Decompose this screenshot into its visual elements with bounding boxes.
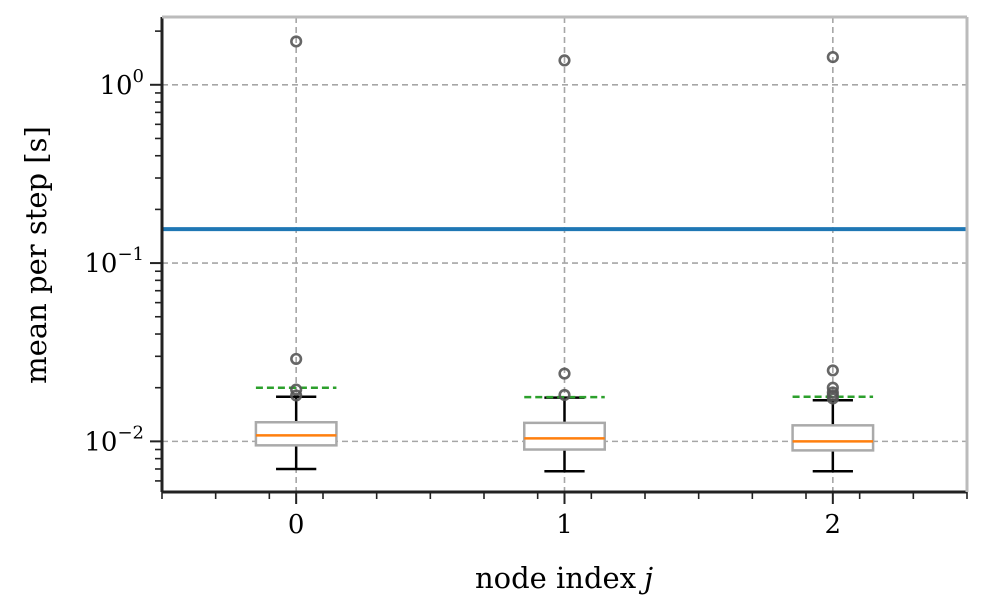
x-axis-label: node index j	[475, 561, 653, 595]
y-axis-label: mean per step [s]	[19, 126, 53, 384]
iqr-box	[523, 421, 606, 451]
tick-labels: 0 1 2 100 10−1 10−2	[84, 66, 841, 540]
boxes	[254, 35, 875, 473]
x-tick-label-1: 1	[556, 510, 573, 540]
outlier-point-4	[826, 364, 839, 377]
x-tick-label-0: 0	[288, 510, 305, 540]
outlier-point-3	[290, 35, 303, 48]
outlier-point-0	[558, 388, 571, 402]
outlier-point-2	[826, 386, 839, 399]
x-axis-label-text: node index	[475, 561, 636, 595]
box-2	[791, 50, 875, 473]
iqr-box	[791, 424, 875, 452]
ticks	[150, 30, 968, 504]
outlier-point-0	[290, 389, 303, 402]
outlier-point-5	[826, 50, 839, 64]
box-0	[254, 35, 338, 471]
outlier-point-3	[826, 381, 839, 394]
y-tick-label-0: 100	[99, 66, 144, 101]
outlier-point-2	[290, 352, 303, 366]
y-tick-label-2: 10−2	[84, 422, 144, 457]
y-tick-label-1: 10−1	[84, 244, 144, 279]
iqr-box	[254, 421, 338, 447]
box-1	[523, 54, 606, 473]
outlier-point-1	[290, 383, 303, 396]
outlier-point-2	[558, 54, 571, 67]
x-tick-label-2: 2	[825, 510, 842, 540]
outlier-point-1	[558, 367, 571, 380]
x-axis-label-var: j	[638, 561, 653, 595]
